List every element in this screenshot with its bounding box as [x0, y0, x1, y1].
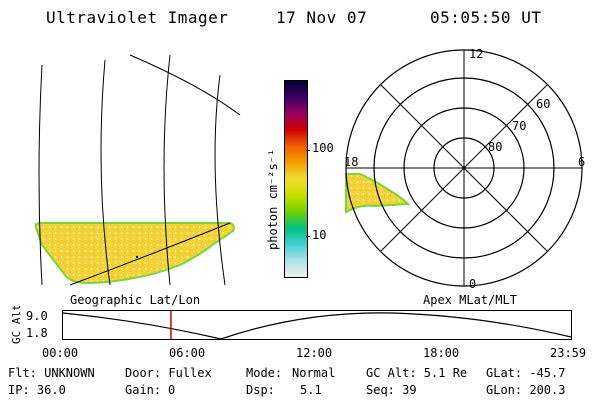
- altitude-ylabel: GC Alt: [10, 306, 23, 344]
- mlt-line: [380, 84, 548, 252]
- geo-map-label: Geographic Lat/Lon: [70, 293, 201, 307]
- meridian-line: [214, 74, 226, 286]
- mlt-label-0: 0: [469, 277, 477, 291]
- emission-region: [34, 222, 235, 285]
- colorbar-label: photon cm⁻²s⁻¹: [266, 149, 280, 250]
- colorbar-tick-mark: [306, 236, 310, 237]
- mlt-label-12: 12: [469, 47, 484, 61]
- time-tick-0600: 06:00: [169, 346, 206, 360]
- colorbar-tick-100: 100: [312, 141, 334, 155]
- svg-text:photon cm⁻²s⁻¹: photon cm⁻²s⁻¹: [266, 149, 280, 250]
- ip-info: IP: 36.0: [8, 383, 66, 397]
- polar-map-label: Apex MLat/MLT: [423, 293, 517, 307]
- parallel-line: [69, 222, 231, 286]
- altitude-curve: [63, 311, 571, 339]
- glat-info: GLat: -45.7: [486, 366, 566, 380]
- svg-text:GC Alt: GC Alt: [10, 306, 23, 344]
- meridian-line: [38, 64, 43, 286]
- gc-alt-info: GC Alt: 5.1 Re: [366, 366, 468, 380]
- time-tick-1800: 18:00: [423, 346, 460, 360]
- lat-label-60: 60: [536, 97, 551, 111]
- door-info: Door: Fullex: [125, 366, 212, 380]
- lat-label-80: 80: [488, 140, 503, 154]
- glon-info: GLon: 200.3: [486, 383, 566, 397]
- time-tick-0000: 00:00: [42, 346, 79, 360]
- mode-value: Normal: [292, 366, 336, 380]
- instrument-title: Ultraviolet Imager: [46, 8, 229, 27]
- altitude-ytick-max: 9.0: [26, 309, 48, 323]
- altitude-ytick-min: 1.8: [26, 326, 48, 340]
- mlt-label-6: 6: [578, 155, 586, 169]
- altitude-plot-frame: [62, 310, 572, 340]
- colorbar: [284, 80, 308, 278]
- date-label: 17 Nov 07: [276, 8, 368, 27]
- geographic-map: [34, 54, 241, 286]
- dsp-value: 5.1: [300, 383, 322, 397]
- colorbar-tick-mark: [306, 150, 310, 151]
- gain-label: Gain:: [125, 383, 162, 397]
- mode-label: Mode:: [246, 366, 283, 380]
- time-tick-1200: 12:00: [296, 346, 333, 360]
- time-label: 05:05:50 UT: [430, 8, 542, 27]
- time-tick-2359: 23:59: [550, 346, 587, 360]
- flight-info: Flt: UNKNOWN: [8, 366, 95, 380]
- mlt-label-18: 18: [344, 155, 359, 169]
- seq-info: Seq: 39: [366, 383, 417, 397]
- lat-label-70: 70: [512, 119, 527, 133]
- meridian-line: [100, 59, 111, 286]
- subsatellite-point: [135, 255, 139, 259]
- dsp-label: Dsp:: [246, 383, 275, 397]
- colorbar-tick-10: 10: [312, 228, 327, 242]
- parallel-line: [129, 54, 241, 116]
- polar-map: [345, 49, 583, 287]
- gain-value: 0: [168, 383, 176, 397]
- meridian-line: [163, 54, 171, 286]
